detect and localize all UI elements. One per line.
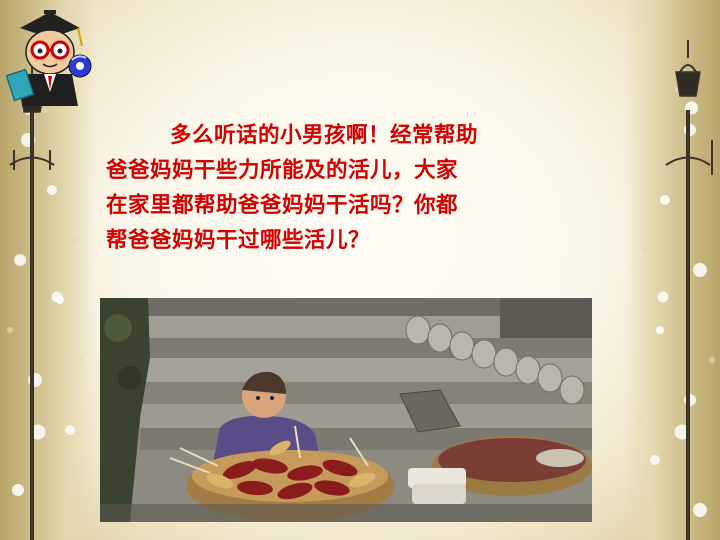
teacher-mascot-icon [6,10,92,106]
boy-photo [100,298,592,522]
slide-paragraph: 多么听话的小男孩啊！经常帮助 爸爸妈妈干些力所能及的活儿，大家 在家里都帮助爸爸… [106,118,576,258]
paragraph-line: 在家里都帮助爸爸妈妈干活吗？你都 [106,193,459,218]
paragraph-line: 多么听话的小男孩啊！经常帮助 [170,123,479,148]
right-border-decoration [625,0,720,540]
paragraph-line: 爸爸妈妈干些力所能及的活儿，大家 [106,158,459,183]
paragraph-line: 帮爸爸妈妈干过哪些活儿？ [106,228,371,253]
